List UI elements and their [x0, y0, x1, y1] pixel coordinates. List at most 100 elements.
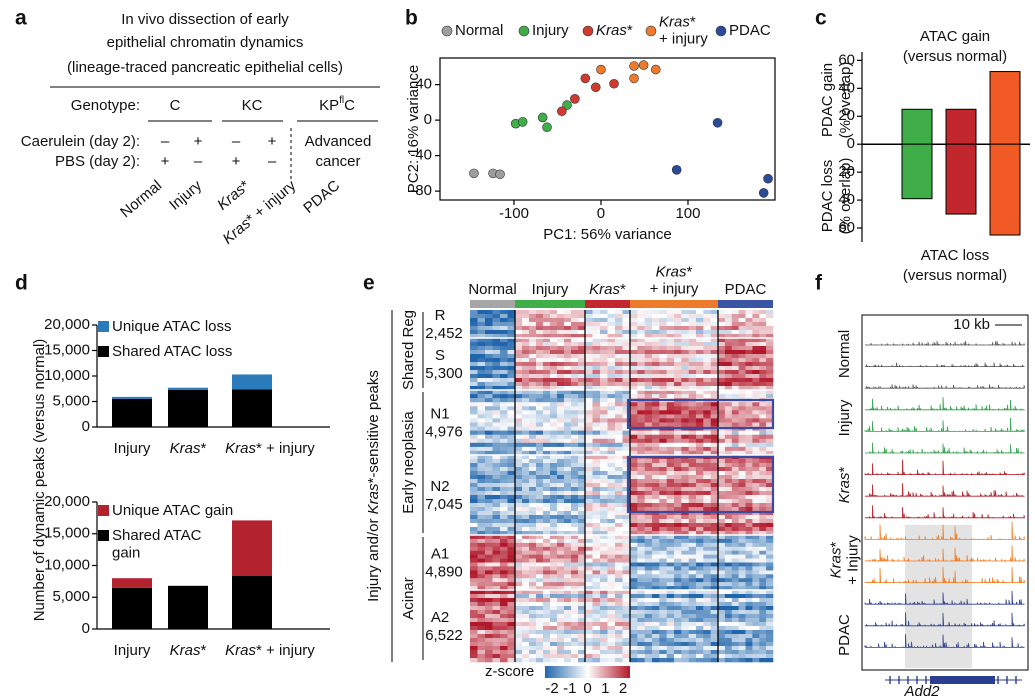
heatmap-cell [710, 630, 719, 635]
heatmap-cell [637, 326, 645, 331]
heatmap-cell [738, 542, 746, 548]
bar [989, 71, 1021, 145]
heatmap-cell [500, 342, 508, 347]
heatmap-cell [724, 582, 733, 587]
heatmap-cell [696, 527, 704, 532]
cluster-count: 6,522 [425, 627, 463, 644]
heatmap-cell [644, 586, 653, 591]
heatmap-cell [507, 610, 516, 615]
heatmap-cell [529, 438, 537, 444]
heatmap-cell [543, 422, 551, 427]
heatmap-cell [688, 538, 697, 544]
heatmap-cell [500, 658, 508, 663]
heatmap-cell [500, 602, 508, 607]
heatmap-cell [622, 459, 631, 464]
heatmap-cell [571, 590, 579, 595]
heatmap-cell [600, 346, 608, 351]
heatmap-cell [696, 523, 704, 528]
heatmap-cell [578, 622, 586, 627]
heatmap-cell [718, 654, 726, 659]
heatmap-cell [592, 542, 601, 548]
heatmap-cell [688, 450, 697, 456]
heatmap-cell [585, 538, 593, 544]
heatmap-cell [600, 638, 608, 643]
heatmap-cell [607, 390, 616, 395]
heatmap-cell [766, 602, 774, 607]
heatmap-cell [759, 390, 767, 395]
heatmap-cell [752, 394, 760, 399]
heatmap-cell [607, 354, 616, 359]
heatmap-cell [652, 390, 660, 395]
heatmap-cell [585, 426, 593, 431]
heatmap-cell [666, 574, 675, 579]
heatmap-cell [724, 326, 733, 331]
heatmap-cell [752, 479, 760, 484]
heatmap-cell [703, 362, 711, 367]
heatmap-cell [607, 554, 616, 559]
heatmap-cell [564, 558, 572, 563]
heatmap-cell [607, 626, 616, 631]
heatmap-cell [485, 558, 493, 563]
heatmap-cell [696, 442, 704, 448]
heatmap-cell [652, 562, 660, 567]
heatmap-cell [688, 499, 697, 504]
heatmap-cell [543, 370, 551, 375]
heatmap-cell [485, 523, 493, 528]
heatmap-cell [507, 434, 516, 440]
heatmap-cell [578, 570, 586, 575]
heatmap-cell [652, 438, 660, 444]
heatmap-cell [718, 495, 726, 500]
heatmap-cell [766, 654, 774, 659]
heatmap-cell [766, 318, 774, 323]
heatmap-cell [759, 495, 767, 500]
heatmap-cell [710, 342, 719, 347]
heatmap-cell [731, 342, 739, 347]
heatmap-cell [529, 574, 537, 579]
heatmap-cell [515, 455, 523, 460]
heatmap-cell [696, 606, 704, 611]
heatmap-cell [507, 554, 516, 559]
heatmap-cell [485, 511, 493, 516]
heatmap-cell [688, 622, 697, 627]
heatmap-cell [492, 455, 501, 460]
heatmap-cell [644, 430, 653, 435]
heatmap-cell [759, 590, 767, 595]
heatmap-cell [622, 582, 631, 587]
heatmap-cell [652, 618, 660, 623]
heatmap-cell [500, 546, 508, 551]
heatmap-cell [607, 558, 616, 563]
heatmap-cell [674, 314, 682, 319]
heatmap-cell [724, 535, 733, 540]
heatmap-cell [500, 630, 508, 635]
heatmap-cell [688, 554, 697, 559]
heatmap-cell [477, 334, 486, 339]
heatmap-cell [500, 354, 508, 359]
heatmap-cell [659, 626, 667, 631]
heatmap-cell [507, 527, 516, 532]
heatmap-cell [522, 538, 530, 544]
heatmap-cell [659, 370, 667, 375]
heatmap-cell [592, 554, 601, 559]
heatmap-cell [745, 515, 753, 520]
heatmap-cell [738, 634, 746, 639]
heatmap-cell [592, 422, 601, 427]
heatmap-cell [752, 310, 760, 315]
heatmap-cell [470, 326, 478, 331]
heatmap-cell [485, 487, 493, 492]
heatmap-cell [622, 330, 631, 335]
heatmap-cell [564, 554, 572, 559]
heatmap-cell [492, 531, 501, 536]
heatmap-cell [630, 310, 638, 315]
heatmap-cell [536, 475, 544, 480]
heatmap-cell [710, 642, 719, 647]
heatmap-cell [492, 562, 501, 567]
heatmap-cell [759, 622, 767, 627]
heatmap-cell [710, 594, 719, 599]
heatmap-cell [529, 414, 537, 419]
heatmap-cell [578, 430, 586, 435]
heatmap-cell [731, 634, 739, 639]
heatmap-cell [557, 366, 565, 371]
heatmap-cell [492, 618, 501, 623]
heatmap-cell [507, 618, 516, 623]
heatmap-cell [592, 350, 601, 355]
